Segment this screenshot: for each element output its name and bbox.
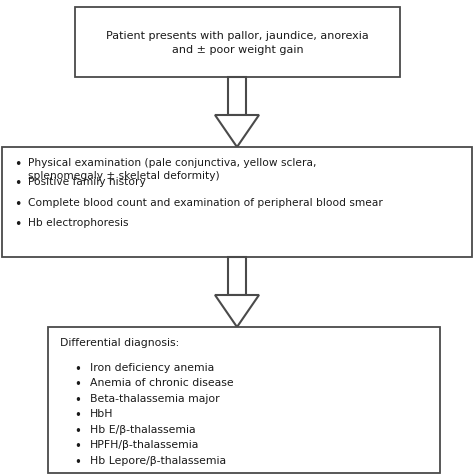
Text: •: • <box>14 198 22 210</box>
Polygon shape <box>215 116 259 148</box>
Text: Hb E/β-thalassemia: Hb E/β-thalassemia <box>90 424 196 434</box>
Text: Anemia of chronic disease: Anemia of chronic disease <box>90 377 234 387</box>
Bar <box>228 78 246 116</box>
Text: Complete blood count and examination of peripheral blood smear: Complete blood count and examination of … <box>28 198 383 208</box>
Polygon shape <box>215 296 259 327</box>
Bar <box>228 258 246 296</box>
Text: •: • <box>74 408 82 421</box>
Text: Physical examination (pale conjunctiva, yellow sclera,: Physical examination (pale conjunctiva, … <box>28 158 316 168</box>
Text: •: • <box>74 424 82 437</box>
Text: Positive family history: Positive family history <box>28 177 146 187</box>
Text: splenomegaly ± skeletal deformity): splenomegaly ± skeletal deformity) <box>28 170 219 180</box>
Bar <box>48 327 440 473</box>
Text: •: • <box>74 362 82 375</box>
Text: Hb electrophoresis: Hb electrophoresis <box>28 218 128 228</box>
Text: HbH: HbH <box>90 408 113 418</box>
Text: •: • <box>14 158 22 170</box>
Text: Patient presents with pallor, jaundice, anorexia
and ± poor weight gain: Patient presents with pallor, jaundice, … <box>106 30 369 55</box>
Text: •: • <box>14 218 22 230</box>
Text: •: • <box>74 439 82 452</box>
Text: Beta-thalassemia major: Beta-thalassemia major <box>90 393 219 403</box>
Text: •: • <box>74 377 82 391</box>
Text: Hb Lepore/β-thalassemia: Hb Lepore/β-thalassemia <box>90 455 226 465</box>
Bar <box>2 148 472 258</box>
Text: Differential diagnosis:: Differential diagnosis: <box>60 337 179 347</box>
Text: •: • <box>74 455 82 467</box>
Text: HPFH/β-thalassemia: HPFH/β-thalassemia <box>90 439 200 449</box>
Bar <box>75 8 400 78</box>
Text: Iron deficiency anemia: Iron deficiency anemia <box>90 362 214 372</box>
Text: •: • <box>14 177 22 189</box>
Text: •: • <box>74 393 82 406</box>
